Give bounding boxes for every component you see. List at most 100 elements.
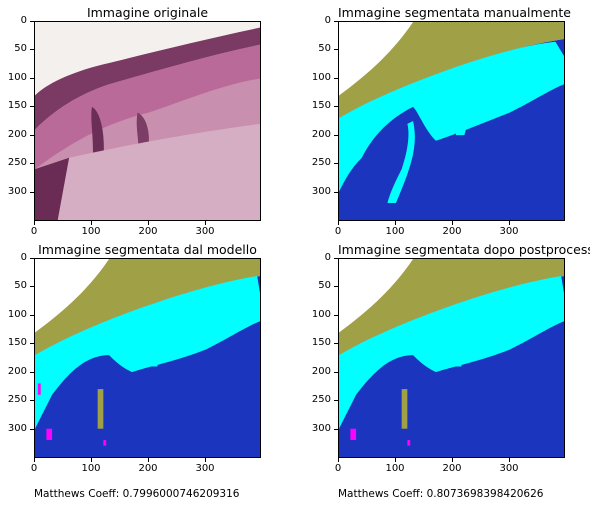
y-tick-label: 250 (7, 394, 27, 405)
y-tick-label: 150 (311, 100, 331, 111)
x-tick-label: 200 (442, 463, 462, 474)
x-tick-label: 200 (138, 463, 158, 474)
x-tick (395, 221, 396, 225)
y-tick-label: 50 (14, 280, 27, 291)
y-tick (334, 135, 338, 136)
y-tick (334, 163, 338, 164)
image-frame (34, 258, 261, 458)
y-tick-label: 50 (318, 43, 331, 54)
x-tick (452, 458, 453, 462)
x-tick-label: 0 (30, 463, 38, 474)
panel-title: Immagine segmentata dopo postprocessing (338, 242, 590, 257)
x-tick-label: 100 (385, 226, 405, 237)
y-tick-label: 0 (324, 252, 331, 263)
x-tick-label: 0 (334, 226, 342, 237)
image-frame (338, 21, 565, 221)
x-tick-label: 300 (195, 226, 215, 237)
panel-title: Immagine originale (86, 5, 209, 20)
original-histology-image (35, 22, 260, 220)
x-tick (34, 458, 35, 462)
y-tick (334, 343, 338, 344)
y-tick-label: 0 (20, 252, 27, 263)
y-tick (30, 21, 34, 22)
panel-title: Immagine segmentata manualmente (338, 5, 571, 20)
y-tick-label: 250 (311, 157, 331, 168)
y-tick (334, 372, 338, 373)
y-tick-label: 300 (7, 423, 27, 434)
y-tick (30, 372, 34, 373)
y-tick-label: 200 (7, 129, 27, 140)
x-tick (338, 458, 339, 462)
y-tick (334, 258, 338, 259)
y-tick (30, 286, 34, 287)
y-tick (334, 429, 338, 430)
x-tick-label: 100 (81, 463, 101, 474)
model-segmentation-image (35, 259, 260, 457)
y-tick-label: 100 (7, 72, 27, 83)
manual-segmentation-image (339, 22, 564, 220)
y-tick-label: 100 (7, 309, 27, 320)
y-tick (334, 315, 338, 316)
y-tick-label: 150 (7, 337, 27, 348)
y-tick (334, 400, 338, 401)
y-tick (30, 429, 34, 430)
matthews-coeff-postprocessing: Matthews Coeff: 0.8073698398420626 (338, 488, 544, 500)
y-tick (30, 78, 34, 79)
x-tick-label: 0 (30, 226, 38, 237)
y-tick-label: 250 (311, 394, 331, 405)
y-tick-label: 50 (14, 43, 27, 54)
y-tick (334, 49, 338, 50)
x-tick (509, 221, 510, 225)
y-tick (334, 286, 338, 287)
x-tick-label: 300 (195, 463, 215, 474)
y-tick (334, 78, 338, 79)
y-tick-label: 0 (20, 15, 27, 26)
y-tick-label: 300 (311, 186, 331, 197)
y-tick (30, 400, 34, 401)
postprocessing-segmentation-image (339, 259, 564, 457)
x-tick-label: 300 (499, 226, 519, 237)
y-tick (30, 135, 34, 136)
x-tick-label: 100 (385, 463, 405, 474)
image-frame (338, 258, 565, 458)
x-tick (338, 221, 339, 225)
image-frame (34, 21, 261, 221)
x-tick (91, 221, 92, 225)
y-tick-label: 300 (7, 186, 27, 197)
y-tick-label: 0 (324, 15, 331, 26)
y-tick-label: 150 (311, 337, 331, 348)
y-tick-label: 100 (311, 309, 331, 320)
matthews-coeff-model: Matthews Coeff: 0.7996000746209316 (34, 488, 240, 500)
x-tick (148, 221, 149, 225)
x-tick-label: 200 (138, 226, 158, 237)
y-tick-label: 100 (311, 72, 331, 83)
y-tick-label: 150 (7, 100, 27, 111)
y-tick-label: 250 (7, 157, 27, 168)
y-tick (30, 315, 34, 316)
x-tick (148, 458, 149, 462)
y-tick-label: 200 (7, 366, 27, 377)
y-tick (334, 106, 338, 107)
y-tick-label: 200 (311, 366, 331, 377)
y-tick (30, 163, 34, 164)
y-tick (334, 21, 338, 22)
x-tick (509, 458, 510, 462)
y-tick-label: 200 (311, 129, 331, 140)
x-tick (34, 221, 35, 225)
y-tick (30, 258, 34, 259)
y-tick-label: 50 (318, 280, 331, 291)
x-tick (91, 458, 92, 462)
x-tick (205, 221, 206, 225)
y-tick (30, 192, 34, 193)
x-tick-label: 0 (334, 463, 342, 474)
y-tick (30, 49, 34, 50)
y-tick (30, 343, 34, 344)
x-tick (452, 221, 453, 225)
y-tick-label: 300 (311, 423, 331, 434)
x-tick (205, 458, 206, 462)
y-tick (30, 106, 34, 107)
panel-title: Immagine segmentata dal modello (38, 242, 257, 257)
x-tick-label: 100 (81, 226, 101, 237)
x-tick-label: 200 (442, 226, 462, 237)
x-tick (395, 458, 396, 462)
